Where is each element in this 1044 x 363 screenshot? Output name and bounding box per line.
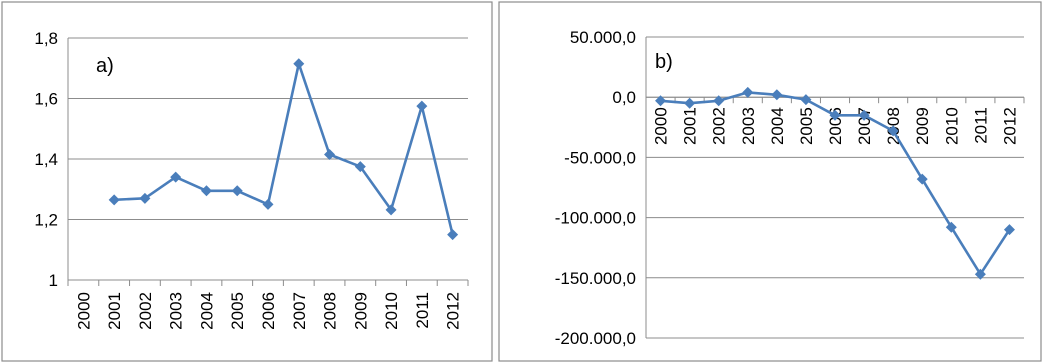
chart-b-series bbox=[655, 86, 1015, 280]
y-tick-label: 1,8 bbox=[34, 29, 58, 48]
x-tick-label: 2001 bbox=[105, 292, 124, 330]
data-point-marker bbox=[1003, 224, 1015, 236]
x-tick-label: 2010 bbox=[942, 107, 961, 145]
y-tick-label: 1,6 bbox=[34, 90, 58, 109]
data-point-marker bbox=[887, 125, 899, 137]
data-point-marker bbox=[916, 173, 928, 185]
y-tick-label: 1,4 bbox=[34, 150, 58, 169]
x-tick-label: 2003 bbox=[739, 107, 758, 145]
x-tick-label: 2002 bbox=[136, 292, 155, 330]
y-tick-label: 0,0 bbox=[612, 88, 636, 107]
x-tick-label: 2006 bbox=[826, 107, 845, 145]
data-point-marker bbox=[858, 109, 870, 121]
data-point-marker bbox=[385, 204, 397, 216]
x-tick-label: 2005 bbox=[228, 292, 247, 330]
x-tick-label: 2007 bbox=[290, 292, 309, 330]
data-point-marker bbox=[416, 100, 428, 112]
y-tick-label: 50.000,0 bbox=[570, 28, 636, 47]
chart-b-gridlines bbox=[645, 36, 1025, 339]
x-tick-label: 2011 bbox=[971, 107, 990, 144]
x-tick-label: 2010 bbox=[382, 292, 401, 330]
data-point-marker bbox=[684, 97, 696, 109]
y-tick-label: -200.000,0 bbox=[555, 329, 636, 348]
chart-b-panel-label: b) bbox=[655, 51, 673, 73]
data-point-marker bbox=[293, 58, 305, 70]
y-tick-label: 1,2 bbox=[34, 211, 58, 230]
y-tick-label: -50.000,0 bbox=[564, 148, 636, 167]
data-point-marker bbox=[713, 95, 725, 107]
data-point-marker bbox=[231, 185, 243, 197]
data-point-marker bbox=[742, 86, 754, 98]
x-tick-label: 2009 bbox=[351, 292, 370, 330]
chart-a-panel-label: a) bbox=[96, 55, 114, 77]
data-point-marker bbox=[354, 161, 366, 173]
data-point-marker bbox=[324, 148, 336, 160]
x-tick-label: 2000 bbox=[74, 292, 93, 330]
data-point-marker bbox=[170, 171, 182, 183]
chart-a-gridlines bbox=[67, 37, 469, 286]
data-point-marker bbox=[139, 192, 151, 204]
data-point-marker bbox=[829, 109, 841, 121]
x-tick-label: 2001 bbox=[681, 107, 700, 145]
x-tick-label: 2002 bbox=[710, 107, 729, 145]
x-tick-label: 2012 bbox=[1000, 107, 1019, 145]
x-tick-label: 2012 bbox=[444, 292, 463, 330]
x-tick-label: 2004 bbox=[768, 107, 787, 145]
series-line bbox=[114, 62, 454, 235]
data-point-marker bbox=[945, 221, 957, 233]
x-tick-label: 2009 bbox=[913, 107, 932, 145]
data-point-marker bbox=[447, 229, 459, 241]
x-tick-label: 2003 bbox=[167, 292, 186, 330]
chart-a-x-ticks: 2000 2001 2002 2003 2004 2005 2006 2007 2008 2009… bbox=[74, 292, 462, 330]
chart-panel-a-frame bbox=[1, 1, 493, 362]
chart-b-y-ticks: -200.000,0 -150.000,0 -100.000,0 -50.000,0 0… bbox=[555, 28, 636, 348]
data-point-marker bbox=[262, 198, 274, 210]
chart-panel-b-frame bbox=[498, 1, 1042, 362]
x-tick-label: 2005 bbox=[797, 107, 816, 145]
y-tick-label: 1 bbox=[49, 271, 58, 290]
data-point-marker bbox=[771, 89, 783, 101]
data-point-marker bbox=[108, 194, 120, 206]
chart-a-series bbox=[108, 58, 459, 241]
chart-panel-b: -200.000,0 -150.000,0 -100.000,0 -50.000,0 0… bbox=[498, 1, 1042, 362]
data-point-marker bbox=[974, 268, 986, 280]
chart-a-y-ticks: 1 1,2 1,4 1,6 1,8 bbox=[34, 29, 58, 290]
x-tick-label: 2004 bbox=[197, 292, 216, 330]
x-tick-label: 2006 bbox=[259, 292, 278, 330]
chart-panel-a: 11,21,41,61,8 2000 2001 2002 2003 2004 2005 20… bbox=[1, 1, 493, 362]
x-tick-label: 2000 bbox=[652, 107, 671, 145]
data-point-marker bbox=[800, 94, 812, 106]
data-point-marker bbox=[200, 185, 212, 197]
x-tick-label: 2011 bbox=[413, 292, 432, 329]
x-tick-label: 2008 bbox=[321, 292, 340, 330]
y-tick-label: -150.000,0 bbox=[555, 269, 636, 288]
data-point-marker bbox=[655, 95, 667, 107]
y-tick-label: -100.000,0 bbox=[555, 209, 636, 228]
